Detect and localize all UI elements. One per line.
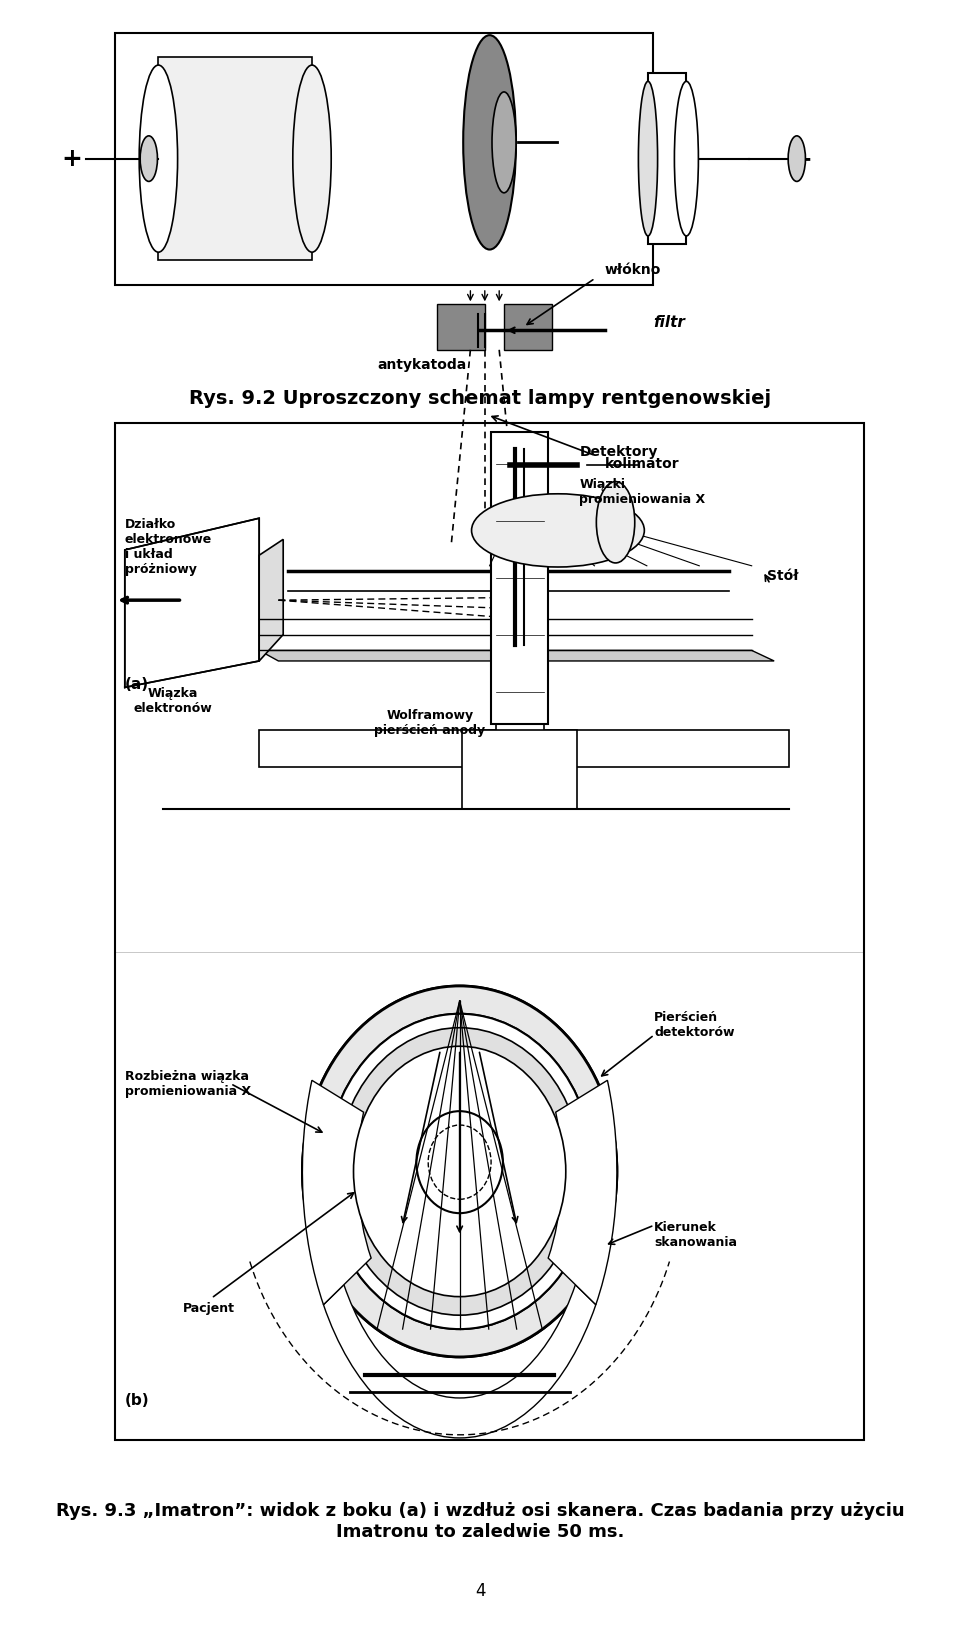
Polygon shape bbox=[259, 731, 789, 766]
Bar bbox=[648, 73, 686, 244]
Text: Rys. 9.3 „Imatron”: widok z boku (a) i wzdłuż osi skanera. Czas badania przy uży: Rys. 9.3 „Imatron”: widok z boku (a) i w… bbox=[56, 1502, 904, 1541]
Text: −: − bbox=[791, 146, 812, 171]
Text: Rys. 9.2 Uproszczony schemat lampy rentgenowskiej: Rys. 9.2 Uproszczony schemat lampy rentg… bbox=[189, 389, 771, 408]
Text: włókno: włókno bbox=[605, 264, 661, 277]
Bar bbox=[115, 33, 653, 285]
Text: antykatoda: antykatoda bbox=[378, 358, 467, 373]
Bar bbox=[491, 431, 548, 724]
Text: kolimator: kolimator bbox=[605, 457, 680, 470]
Ellipse shape bbox=[638, 81, 658, 236]
Ellipse shape bbox=[471, 493, 644, 568]
Ellipse shape bbox=[326, 1014, 593, 1329]
Text: Działko
elektronowe
i układ
próżniowy: Działko elektronowe i układ próżniowy bbox=[125, 517, 212, 576]
Bar bbox=[115, 423, 864, 1440]
Text: (b): (b) bbox=[125, 1393, 150, 1409]
Bar bbox=[504, 304, 552, 350]
Ellipse shape bbox=[302, 986, 617, 1357]
Ellipse shape bbox=[464, 36, 516, 249]
Text: Pacjent: Pacjent bbox=[182, 1302, 234, 1315]
Ellipse shape bbox=[417, 1111, 503, 1214]
Wedge shape bbox=[548, 1080, 617, 1305]
Polygon shape bbox=[259, 651, 774, 661]
Ellipse shape bbox=[353, 1046, 565, 1297]
Ellipse shape bbox=[428, 1126, 492, 1199]
Wedge shape bbox=[324, 1285, 596, 1438]
Ellipse shape bbox=[302, 986, 617, 1357]
Text: 4: 4 bbox=[475, 1581, 485, 1601]
Ellipse shape bbox=[596, 482, 635, 563]
Ellipse shape bbox=[139, 65, 178, 252]
Polygon shape bbox=[495, 449, 543, 809]
Text: Wiązki
promieniowania X: Wiązki promieniowania X bbox=[580, 478, 706, 506]
Text: filtr: filtr bbox=[653, 314, 684, 330]
Ellipse shape bbox=[788, 137, 805, 182]
Text: (a): (a) bbox=[125, 677, 149, 691]
Text: +: + bbox=[61, 146, 83, 171]
Ellipse shape bbox=[338, 1028, 582, 1315]
Text: Wiązka
elektronów: Wiązka elektronów bbox=[133, 688, 212, 716]
Ellipse shape bbox=[326, 1014, 593, 1329]
Bar bbox=[437, 304, 485, 350]
Polygon shape bbox=[462, 731, 577, 809]
Ellipse shape bbox=[675, 81, 699, 236]
Wedge shape bbox=[302, 1080, 372, 1305]
Text: Kierunek
skanowania: Kierunek skanowania bbox=[655, 1220, 737, 1250]
Bar bbox=[158, 57, 312, 260]
Text: Detektory: Detektory bbox=[580, 446, 658, 459]
Text: Stół: Stół bbox=[767, 569, 798, 584]
Ellipse shape bbox=[140, 137, 157, 182]
Text: Rozbieżna wiązka
promieniowania X: Rozbieżna wiązka promieniowania X bbox=[125, 1069, 251, 1098]
Polygon shape bbox=[125, 517, 259, 688]
Ellipse shape bbox=[492, 93, 516, 192]
Polygon shape bbox=[259, 540, 283, 661]
Text: Pierścień
detektorów: Pierścień detektorów bbox=[655, 1010, 734, 1040]
Ellipse shape bbox=[293, 65, 331, 252]
Text: Wolframowy
pierścień anody: Wolframowy pierścień anody bbox=[374, 709, 485, 737]
